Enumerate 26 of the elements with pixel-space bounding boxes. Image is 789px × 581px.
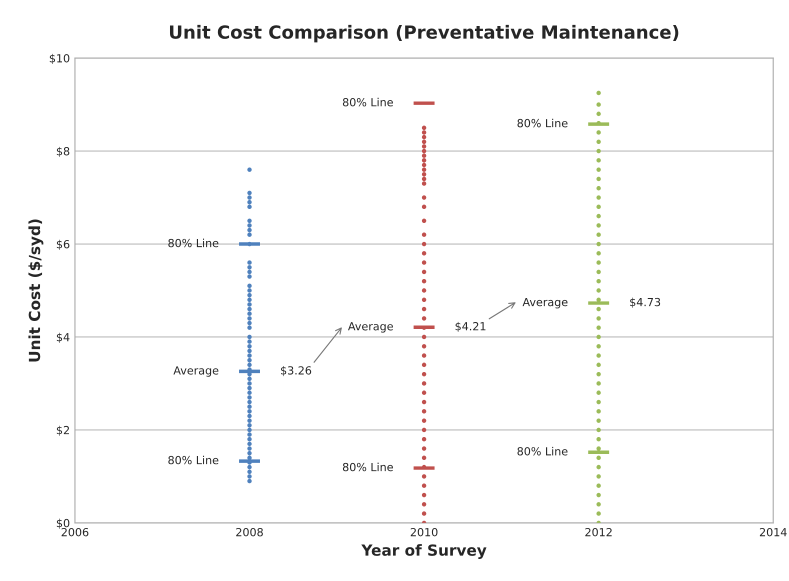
- y-tick-label: $10: [50, 54, 70, 64]
- annotation: 80% Line: [168, 456, 218, 464]
- y-tick-label: $2: [56, 426, 69, 436]
- x-axis-title: Year of Survey: [361, 544, 486, 559]
- y-axis-title: Unit Cost ($/syd): [28, 219, 44, 362]
- y-tick-label: $0: [56, 518, 70, 529]
- x-tick-label: 2008: [236, 528, 263, 536]
- y-tick-label: $4: [56, 332, 70, 343]
- x-tick-label: 2012: [585, 528, 612, 536]
- annotation: 80% Line: [517, 118, 568, 128]
- annotation: Average: [522, 298, 568, 308]
- annotation: 80% Line: [342, 98, 393, 106]
- x-tick-label: 2014: [760, 528, 787, 536]
- x-tick-label: 2010: [410, 528, 438, 536]
- chart-title: Unit Cost Comparison (Preventative Maintenance): [170, 24, 678, 42]
- annotation: $4.21: [456, 322, 486, 332]
- annotation: 80% Line: [342, 462, 393, 472]
- annotation: $4.73: [630, 298, 660, 308]
- y-tick-label: $6: [56, 240, 70, 250]
- y-tick-label: $8: [56, 146, 70, 157]
- annotation: Average: [348, 322, 393, 333]
- annotation: Average: [173, 366, 218, 377]
- x-tick-label: 2006: [62, 528, 88, 536]
- annotation: 80% Line: [517, 446, 568, 456]
- annotation: 80% Line: [168, 238, 218, 248]
- annotation: $3.26: [281, 366, 312, 376]
